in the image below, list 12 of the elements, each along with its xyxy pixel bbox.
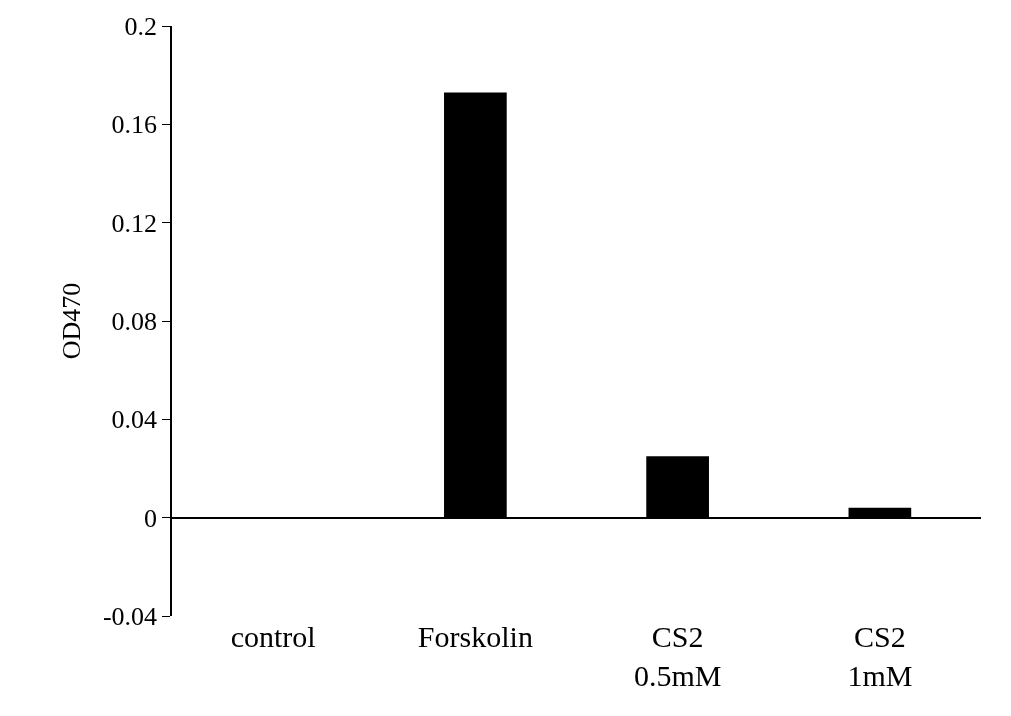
y-tick-label: 0.04 xyxy=(111,405,158,435)
y-tick-label: 0.16 xyxy=(111,110,158,140)
x-tick-label: CS2 0.5mM xyxy=(633,620,722,692)
y-tick-label: -0.04 xyxy=(102,602,158,632)
y-tick-label: 0 xyxy=(144,503,158,533)
x-tick-label: Forskolin xyxy=(417,620,533,653)
y-tick-label: 0.12 xyxy=(111,208,158,238)
y-tick-label: 0.08 xyxy=(111,307,158,337)
x-tick-label: CS2 1mM xyxy=(847,620,913,692)
y-tick-label: 0.2 xyxy=(124,12,158,42)
x-tick-label: control xyxy=(230,620,316,653)
y-axis-title: OD470 xyxy=(56,282,86,360)
